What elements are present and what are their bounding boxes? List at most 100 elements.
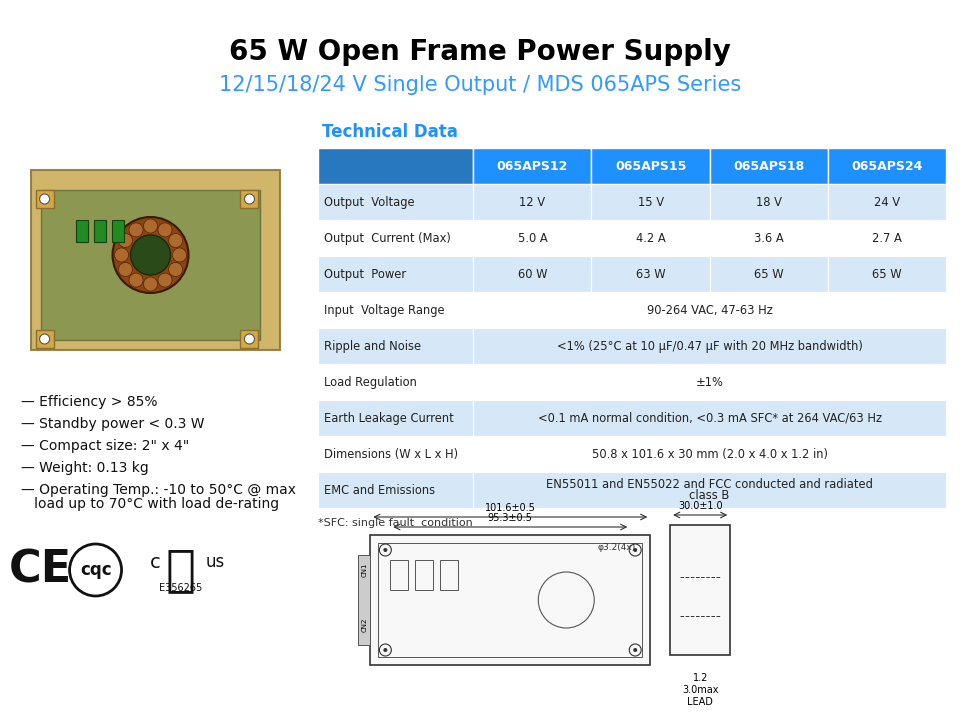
- Circle shape: [245, 194, 254, 204]
- Text: <1% (25°C at 10 μF/0.47 μF with 20 MHz bandwidth): <1% (25°C at 10 μF/0.47 μF with 20 MHz b…: [557, 340, 863, 353]
- Bar: [709, 220, 828, 256]
- Text: Earth Leakage Current: Earth Leakage Current: [324, 412, 454, 425]
- Text: 65 W Open Frame Power Supply: 65 W Open Frame Power Supply: [229, 38, 732, 66]
- Bar: [319, 364, 473, 400]
- Bar: [473, 364, 946, 400]
- Text: 30.0±1.0: 30.0±1.0: [678, 501, 723, 511]
- Bar: [709, 256, 828, 292]
- Bar: [828, 148, 946, 184]
- Text: CN1: CN1: [361, 563, 368, 577]
- Text: 18 V: 18 V: [756, 196, 781, 209]
- Text: 3.6 A: 3.6 A: [754, 232, 783, 245]
- Bar: [378, 543, 642, 657]
- Bar: [473, 220, 591, 256]
- Bar: [319, 292, 473, 328]
- Bar: [473, 400, 946, 436]
- Text: 065APS24: 065APS24: [852, 160, 923, 173]
- Bar: [93, 220, 106, 242]
- Bar: [670, 525, 731, 655]
- Text: — Operating Temp.: -10 to 50°C @ max: — Operating Temp.: -10 to 50°C @ max: [20, 483, 296, 497]
- Text: 12 V: 12 V: [519, 196, 545, 209]
- Text: *SFC: single fault  condition: *SFC: single fault condition: [319, 518, 473, 528]
- Bar: [591, 184, 709, 220]
- Bar: [36, 330, 54, 348]
- Text: CN2: CN2: [361, 618, 368, 632]
- Text: Load Regulation: Load Regulation: [324, 376, 418, 389]
- Text: load up to 70°C with load de-rating: load up to 70°C with load de-rating: [20, 497, 278, 511]
- Text: 15 V: 15 V: [637, 196, 663, 209]
- Bar: [828, 184, 946, 220]
- Text: c: c: [150, 552, 161, 572]
- Text: Output  Voltage: Output Voltage: [324, 196, 415, 209]
- Bar: [591, 148, 709, 184]
- Text: 065APS15: 065APS15: [615, 160, 686, 173]
- Text: 4.2 A: 4.2 A: [636, 232, 665, 245]
- Circle shape: [144, 277, 157, 291]
- Bar: [391, 560, 408, 590]
- Text: Ⓤ: Ⓤ: [165, 546, 196, 594]
- Circle shape: [383, 648, 388, 652]
- Bar: [319, 184, 473, 220]
- Bar: [591, 220, 709, 256]
- Circle shape: [131, 235, 171, 275]
- Bar: [473, 472, 946, 508]
- Circle shape: [114, 248, 129, 262]
- Text: CE: CE: [9, 549, 72, 592]
- Circle shape: [158, 223, 172, 237]
- Bar: [111, 220, 124, 242]
- Circle shape: [129, 223, 143, 237]
- Bar: [473, 328, 946, 364]
- Bar: [40, 190, 260, 340]
- Text: E356265: E356265: [159, 583, 203, 593]
- Text: 1.2: 1.2: [692, 673, 708, 683]
- Text: 63 W: 63 W: [636, 268, 665, 281]
- Bar: [828, 256, 946, 292]
- Bar: [240, 190, 258, 208]
- Text: Output  Current (Max): Output Current (Max): [324, 232, 451, 245]
- Text: 24 V: 24 V: [874, 196, 900, 209]
- Circle shape: [634, 648, 637, 652]
- Bar: [473, 184, 591, 220]
- Text: φ3.2(4x): φ3.2(4x): [597, 543, 636, 552]
- Bar: [828, 220, 946, 256]
- Bar: [31, 170, 280, 350]
- Bar: [319, 472, 473, 508]
- Circle shape: [69, 544, 122, 596]
- Circle shape: [169, 233, 182, 248]
- Bar: [709, 184, 828, 220]
- Bar: [319, 220, 473, 256]
- Circle shape: [144, 219, 157, 233]
- Text: — Standby power < 0.3 W: — Standby power < 0.3 W: [20, 417, 204, 431]
- Text: EMC and Emissions: EMC and Emissions: [324, 484, 436, 497]
- Text: 5.0 A: 5.0 A: [517, 232, 547, 245]
- Bar: [36, 190, 54, 208]
- Text: 60 W: 60 W: [517, 268, 547, 281]
- Text: 3.0max: 3.0max: [682, 685, 718, 695]
- Circle shape: [158, 273, 172, 287]
- Text: 65 W: 65 W: [754, 268, 783, 281]
- Text: — Weight: 0.13 kg: — Weight: 0.13 kg: [20, 461, 149, 475]
- Bar: [416, 560, 433, 590]
- Text: 065APS12: 065APS12: [496, 160, 568, 173]
- Circle shape: [39, 194, 50, 204]
- Bar: [76, 220, 87, 242]
- Bar: [709, 148, 828, 184]
- Text: Dimensions (W x L x H): Dimensions (W x L x H): [324, 448, 459, 461]
- Bar: [319, 148, 473, 184]
- Text: Output  Power: Output Power: [324, 268, 406, 281]
- Circle shape: [383, 548, 388, 552]
- Bar: [591, 256, 709, 292]
- Bar: [371, 535, 650, 665]
- Text: ±1%: ±1%: [696, 376, 724, 389]
- Circle shape: [634, 548, 637, 552]
- Circle shape: [118, 233, 132, 248]
- Bar: [319, 400, 473, 436]
- Text: 065APS18: 065APS18: [733, 160, 804, 173]
- Bar: [240, 330, 258, 348]
- Bar: [473, 256, 591, 292]
- Text: — Compact size: 2" x 4": — Compact size: 2" x 4": [20, 439, 189, 453]
- Circle shape: [39, 334, 50, 344]
- Bar: [473, 292, 946, 328]
- Circle shape: [118, 263, 132, 276]
- Bar: [319, 436, 473, 472]
